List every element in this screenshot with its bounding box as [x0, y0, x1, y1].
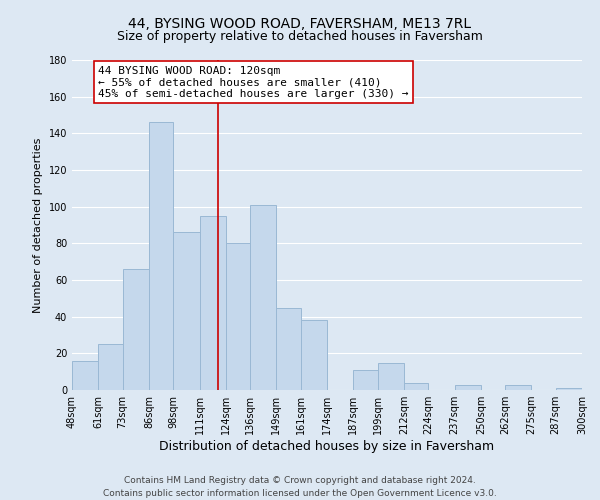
X-axis label: Distribution of detached houses by size in Faversham: Distribution of detached houses by size …	[160, 440, 494, 453]
Bar	[98, 344, 122, 390]
Bar	[455, 384, 481, 390]
Bar	[72, 360, 98, 390]
Bar	[404, 382, 428, 390]
Y-axis label: Number of detached properties: Number of detached properties	[33, 138, 43, 312]
Bar	[505, 384, 532, 390]
Bar	[377, 362, 404, 390]
Text: 44, BYSING WOOD ROAD, FAVERSHAM, ME13 7RL: 44, BYSING WOOD ROAD, FAVERSHAM, ME13 7R…	[128, 18, 472, 32]
Bar	[277, 308, 301, 390]
Bar	[556, 388, 582, 390]
Bar	[250, 205, 277, 390]
Bar	[149, 122, 173, 390]
Text: 44 BYSING WOOD ROAD: 120sqm
← 55% of detached houses are smaller (410)
45% of se: 44 BYSING WOOD ROAD: 120sqm ← 55% of det…	[98, 66, 409, 98]
Bar	[301, 320, 327, 390]
Bar	[122, 269, 149, 390]
Bar	[353, 370, 377, 390]
Text: Contains HM Land Registry data © Crown copyright and database right 2024.
Contai: Contains HM Land Registry data © Crown c…	[103, 476, 497, 498]
Bar	[173, 232, 199, 390]
Text: Size of property relative to detached houses in Faversham: Size of property relative to detached ho…	[117, 30, 483, 43]
Bar	[226, 244, 250, 390]
Bar	[199, 216, 226, 390]
